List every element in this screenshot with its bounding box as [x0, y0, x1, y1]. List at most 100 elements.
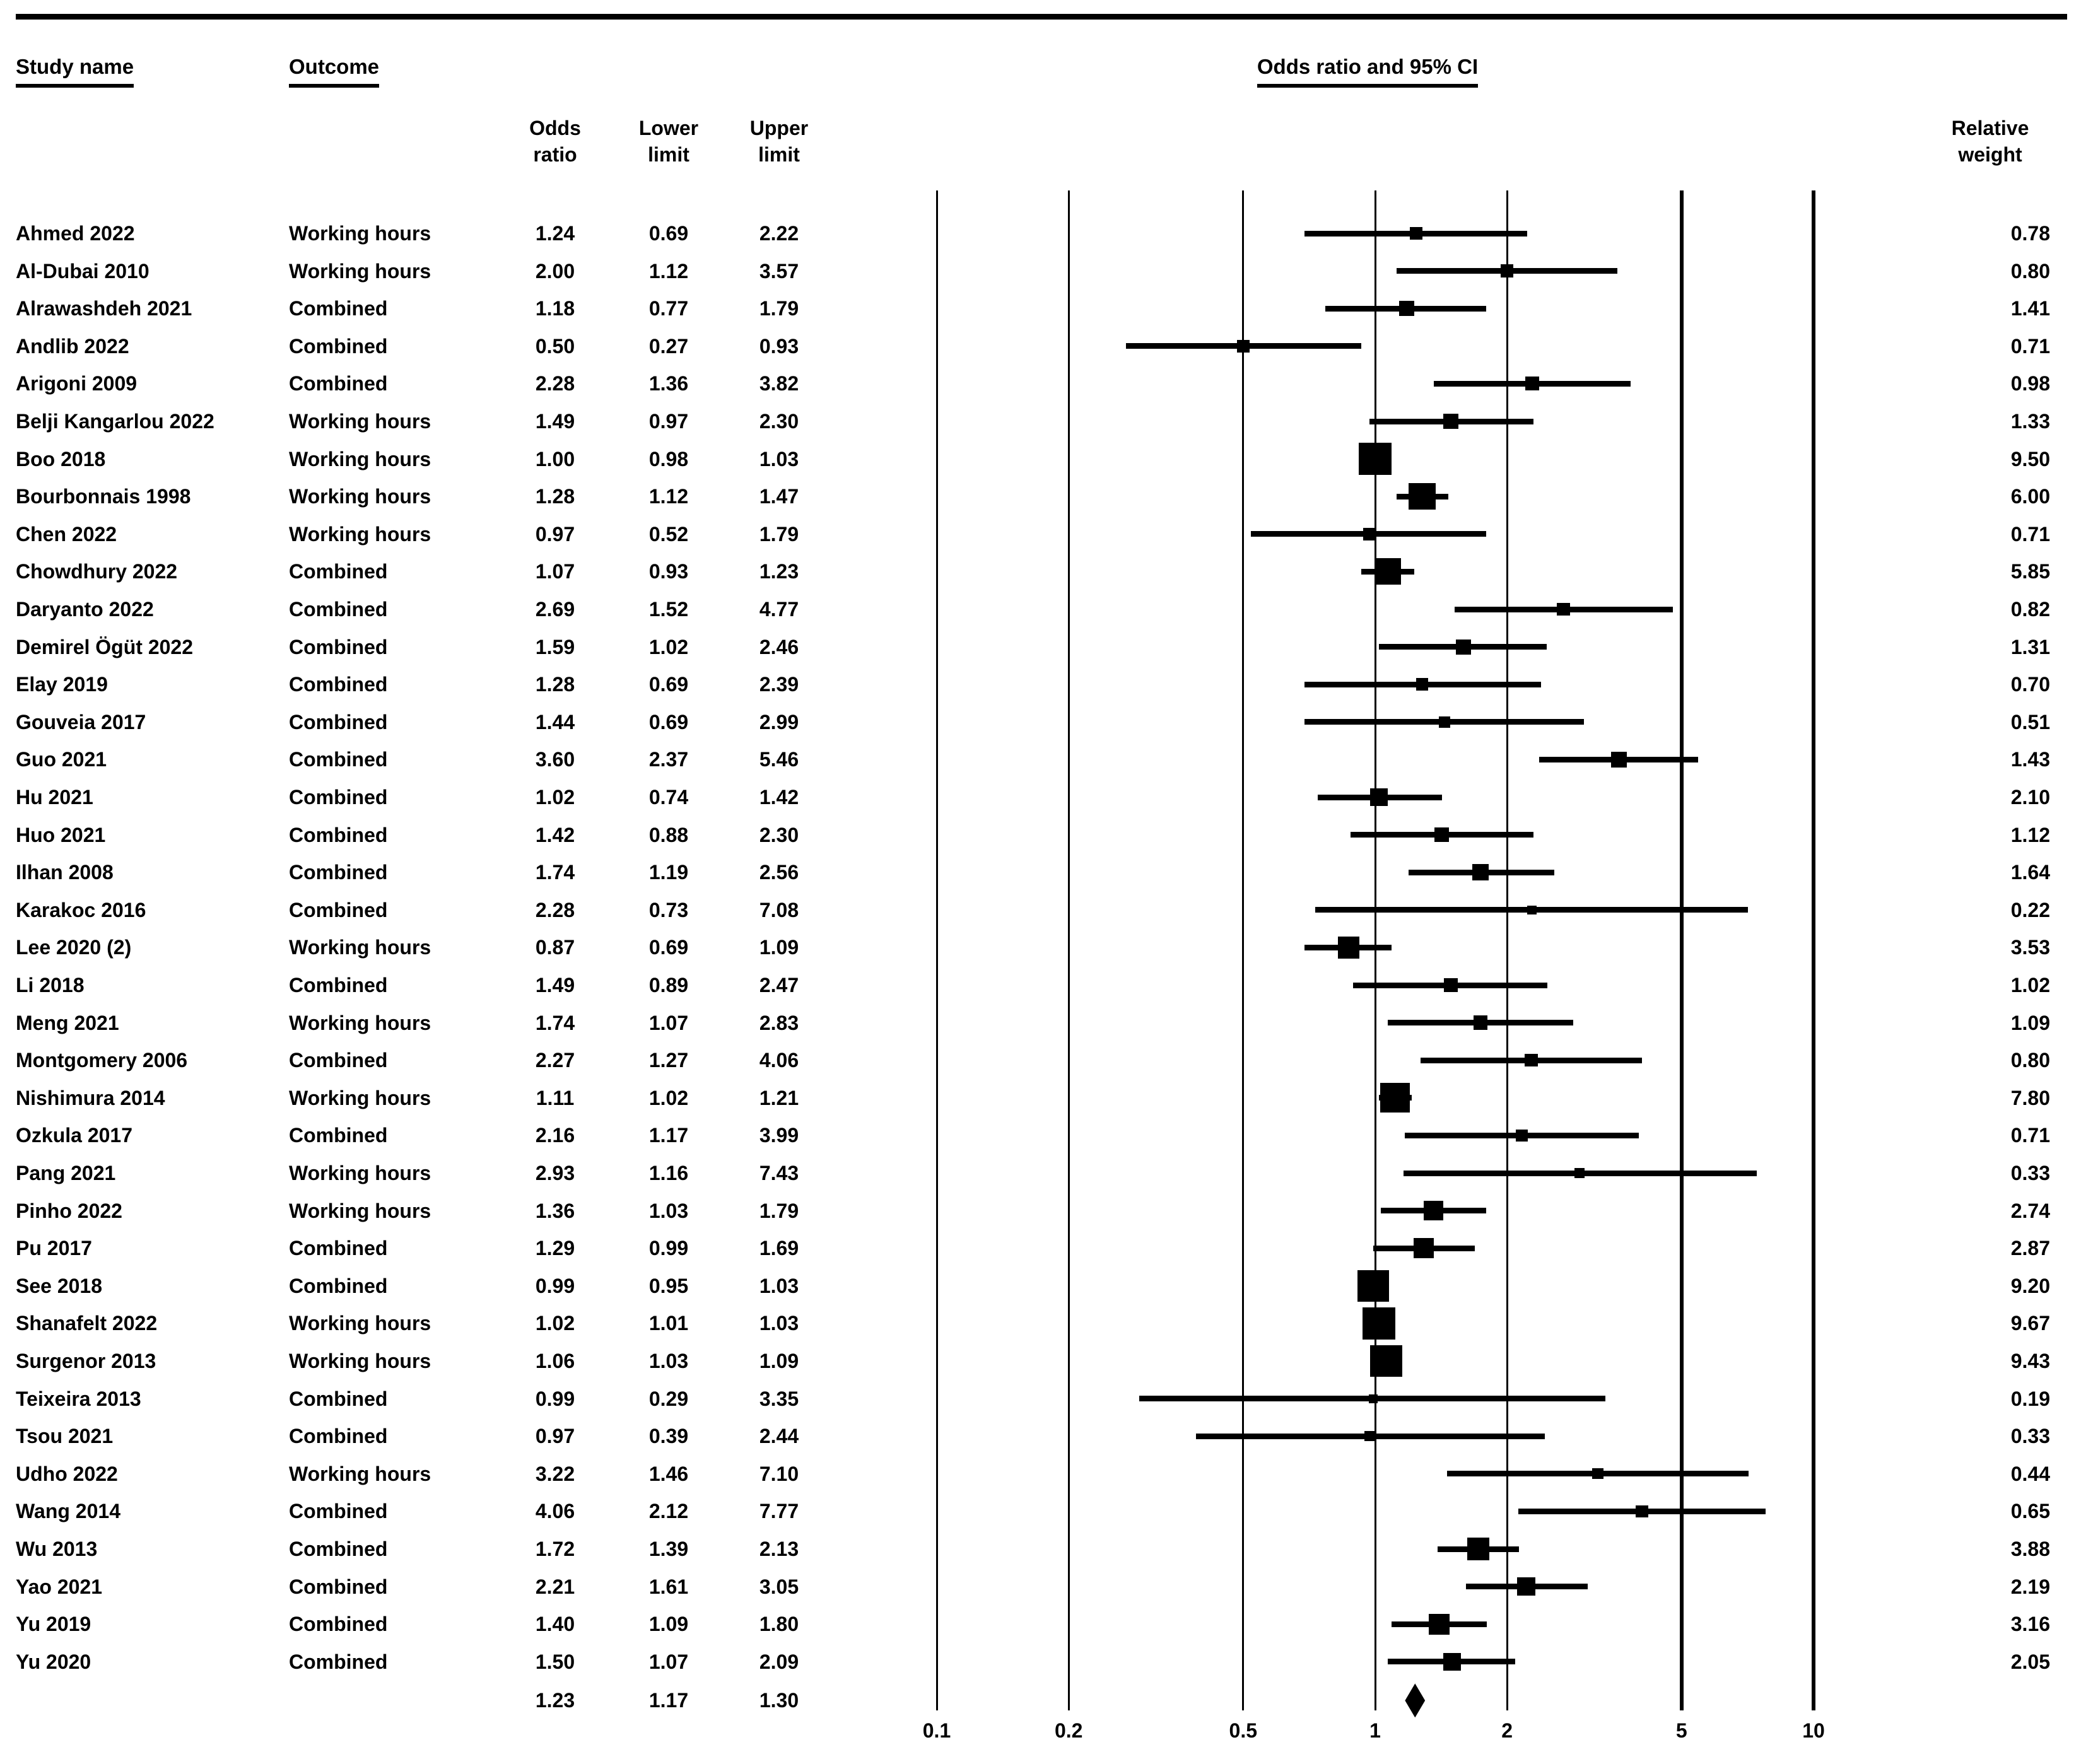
outcome-label: Working hours — [289, 1162, 431, 1184]
gridline-0.2 — [1067, 190, 1070, 1710]
lower-limit-value: 1.02 — [648, 635, 689, 658]
odds-ratio-value: 1.24 — [535, 222, 575, 245]
outcome-label: Combined — [289, 673, 388, 696]
point-estimate-marker — [1611, 752, 1627, 768]
study-name: See 2018 — [16, 1274, 103, 1297]
top-divider-rule — [16, 14, 2067, 20]
relative-weight-value: 0.98 — [2010, 372, 2050, 395]
point-estimate-marker — [1500, 264, 1514, 277]
lower-limit-header-line2: limit — [648, 143, 689, 166]
relative-weight-value: 0.80 — [2010, 259, 2050, 283]
outcome-label: Combined — [289, 823, 388, 846]
relative-weight-column-header: Relative weight — [1918, 115, 2063, 168]
x-axis-tick-label: 5 — [1675, 1719, 1687, 1742]
lower-limit-value: 0.95 — [648, 1274, 689, 1297]
relative-weight-value: 0.22 — [2010, 898, 2050, 921]
point-estimate-marker — [1369, 788, 1388, 807]
upper-limit-value: 1.09 — [759, 936, 799, 959]
study-name: Udho 2022 — [16, 1462, 118, 1485]
lower-limit-value: 0.89 — [648, 974, 689, 996]
upper-limit-value: 2.22 — [759, 222, 799, 245]
study-name: Alrawashdeh 2021 — [16, 297, 192, 320]
upper-limit-value: 0.93 — [759, 334, 799, 358]
relative-weight-value: 0.80 — [2010, 1049, 2050, 1072]
lower-limit-value: 0.73 — [648, 898, 689, 921]
outcome-label: Combined — [289, 1425, 388, 1448]
odds-ratio-header-line2: ratio — [533, 143, 577, 166]
lower-limit-value: 0.39 — [648, 1425, 689, 1448]
lower-limit-value: 1.03 — [648, 1350, 689, 1372]
outcome-label: Combined — [289, 710, 388, 733]
point-estimate-marker — [1574, 1167, 1585, 1178]
point-estimate-marker — [1592, 1468, 1603, 1480]
relative-weight-value: 3.88 — [2010, 1538, 2050, 1560]
outcome-label: Working hours — [289, 1462, 431, 1485]
study-name: Pinho 2022 — [16, 1199, 122, 1222]
point-estimate-marker — [1472, 864, 1489, 881]
odds-ratio-value: 3.22 — [535, 1462, 575, 1485]
relative-weight-value: 0.71 — [2010, 522, 2050, 546]
odds-ratio-value: 0.87 — [535, 936, 575, 959]
outcome-label: Combined — [289, 1124, 388, 1147]
lower-limit-value: 1.52 — [648, 598, 689, 621]
study-name: Demirel Ögüt 2022 — [16, 635, 193, 658]
point-estimate-marker — [1527, 905, 1537, 915]
lower-limit-value: 1.12 — [648, 259, 689, 283]
lower-limit-value: 1.19 — [648, 861, 689, 884]
lower-limit-value: 1.12 — [648, 485, 689, 508]
x-axis-tick-label: 0.5 — [1229, 1719, 1258, 1742]
outcome-label: Working hours — [289, 1086, 431, 1109]
lower-limit-value: 0.93 — [648, 560, 689, 583]
odds-ratio-value: 0.97 — [535, 1425, 575, 1448]
upper-limit-value: 1.47 — [759, 485, 799, 508]
odds-ratio-value: 1.42 — [535, 823, 575, 846]
lower-limit-value: 1.17 — [648, 1124, 689, 1147]
odds-ratio-value: 2.00 — [535, 259, 575, 283]
odds-ratio-value: 1.74 — [535, 861, 575, 884]
or-ci-title-label: Odds ratio and 95% CI — [1257, 54, 1479, 88]
upper-limit-value: 3.99 — [759, 1124, 799, 1147]
study-name: Surgenor 2013 — [16, 1350, 156, 1372]
point-estimate-marker — [1439, 716, 1451, 728]
lower-limit-value: 1.02 — [648, 1086, 689, 1109]
odds-ratio-value: 1.00 — [535, 447, 575, 470]
upper-limit-value: 2.46 — [759, 635, 799, 658]
relative-weight-value: 0.19 — [2010, 1387, 2050, 1410]
lower-limit-header-line1: Lower — [638, 117, 699, 139]
study-name: Huo 2021 — [16, 823, 106, 846]
lower-limit-value: 0.69 — [648, 710, 689, 733]
upper-limit-value: 7.77 — [759, 1500, 799, 1523]
lower-limit-value: 0.69 — [648, 222, 689, 245]
study-name: Chen 2022 — [16, 522, 117, 546]
relative-weight-value: 5.85 — [2010, 560, 2050, 583]
outcome-label: Combined — [289, 1500, 388, 1523]
outcome-label: Combined — [289, 297, 388, 320]
overall-odds-ratio-value: 1.23 — [535, 1689, 575, 1712]
outcome-label: Combined — [289, 1387, 388, 1410]
outcome-label: Combined — [289, 786, 388, 809]
relative-weight-value: 2.87 — [2010, 1237, 2050, 1260]
lower-limit-value: 0.27 — [648, 334, 689, 358]
outcome-label: Combined — [289, 974, 388, 996]
point-estimate-marker — [1443, 1652, 1462, 1671]
gridline-0.5 — [1242, 190, 1245, 1710]
lower-limit-value: 0.77 — [648, 297, 689, 320]
upper-limit-value: 1.09 — [759, 1350, 799, 1372]
overall-summary-diamond — [1405, 1683, 1426, 1718]
relative-weight-value: 0.44 — [2010, 1462, 2050, 1485]
overall-upper-limit-value: 1.30 — [759, 1689, 799, 1712]
upper-limit-value: 2.39 — [759, 673, 799, 696]
outcome-header-label: Outcome — [289, 54, 380, 88]
upper-limit-value: 7.08 — [759, 898, 799, 921]
lower-limit-value: 1.09 — [648, 1613, 689, 1636]
upper-limit-value: 1.79 — [759, 297, 799, 320]
relative-weight-value: 6.00 — [2010, 485, 2050, 508]
study-name: Ozkula 2017 — [16, 1124, 132, 1147]
study-name: Hu 2021 — [16, 786, 93, 809]
point-estimate-marker — [1434, 827, 1450, 842]
study-name: Yao 2021 — [16, 1575, 102, 1598]
outcome-label: Combined — [289, 1237, 388, 1260]
odds-ratio-value: 0.50 — [535, 334, 575, 358]
point-estimate-marker — [1424, 1201, 1444, 1221]
study-name: Wu 2013 — [16, 1538, 98, 1560]
